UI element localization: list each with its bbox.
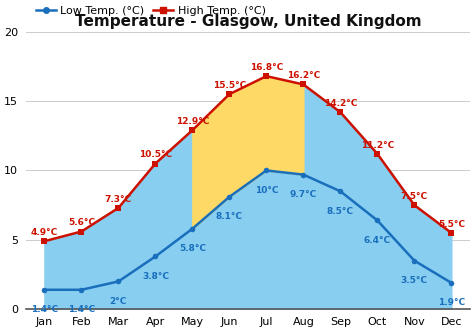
Text: 1.4°C: 1.4°C [31, 305, 58, 314]
Text: 11.2°C: 11.2°C [361, 141, 394, 150]
High Temp. (°C) [42, 239, 47, 243]
Text: 5.8°C: 5.8°C [179, 244, 206, 253]
Legend: Low Temp. (°C), High Temp. (°C): Low Temp. (°C), High Temp. (°C) [31, 1, 270, 20]
High Temp. (°C) [227, 92, 232, 96]
Text: 1.4°C: 1.4°C [68, 305, 95, 314]
High Temp. (°C) [153, 162, 158, 166]
Text: 3.8°C: 3.8°C [142, 272, 169, 281]
Low Temp. (°C) [374, 218, 380, 222]
Low Temp. (°C) [79, 288, 84, 292]
High Temp. (°C) [337, 110, 343, 114]
Title: Temperature - Glasgow, United Kingdom: Temperature - Glasgow, United Kingdom [74, 14, 421, 29]
Text: 10°C: 10°C [255, 186, 278, 195]
Low Temp. (°C) [42, 288, 47, 292]
Text: 10.5°C: 10.5°C [139, 150, 172, 159]
High Temp. (°C) [448, 231, 454, 235]
High Temp. (°C) [190, 128, 195, 132]
Line: High Temp. (°C): High Temp. (°C) [42, 73, 454, 244]
High Temp. (°C) [301, 82, 306, 86]
Low Temp. (°C) [116, 279, 121, 283]
Text: 16.8°C: 16.8°C [250, 63, 283, 72]
High Temp. (°C) [116, 206, 121, 210]
Line: Low Temp. (°C): Low Temp. (°C) [42, 168, 454, 293]
Text: 4.9°C: 4.9°C [31, 228, 58, 237]
Text: 6.4°C: 6.4°C [364, 236, 391, 245]
Text: 12.9°C: 12.9°C [176, 117, 209, 126]
Text: 15.5°C: 15.5°C [213, 81, 246, 90]
Low Temp. (°C) [190, 227, 195, 231]
Text: 2°C: 2°C [109, 297, 127, 306]
Text: 5.6°C: 5.6°C [68, 218, 95, 227]
High Temp. (°C) [264, 74, 269, 78]
Text: 8.1°C: 8.1°C [216, 212, 243, 221]
Text: 16.2°C: 16.2°C [287, 71, 320, 80]
High Temp. (°C) [79, 229, 84, 233]
Low Temp. (°C) [153, 255, 158, 259]
High Temp. (°C) [411, 203, 417, 207]
High Temp. (°C) [374, 152, 380, 156]
Low Temp. (°C) [227, 195, 232, 199]
Text: 7.5°C: 7.5°C [401, 192, 428, 201]
Low Temp. (°C) [448, 281, 454, 285]
Low Temp. (°C) [301, 173, 306, 177]
Low Temp. (°C) [264, 168, 269, 172]
Text: 8.5°C: 8.5°C [327, 207, 354, 215]
Text: 1.9°C: 1.9°C [438, 298, 465, 307]
Text: 7.3°C: 7.3°C [105, 195, 132, 204]
Text: 9.7°C: 9.7°C [290, 190, 317, 199]
Low Temp. (°C) [411, 259, 417, 262]
Text: 3.5°C: 3.5°C [401, 276, 428, 285]
Low Temp. (°C) [337, 189, 343, 193]
Text: 5.5°C: 5.5°C [438, 220, 465, 229]
Text: 14.2°C: 14.2°C [324, 99, 357, 108]
